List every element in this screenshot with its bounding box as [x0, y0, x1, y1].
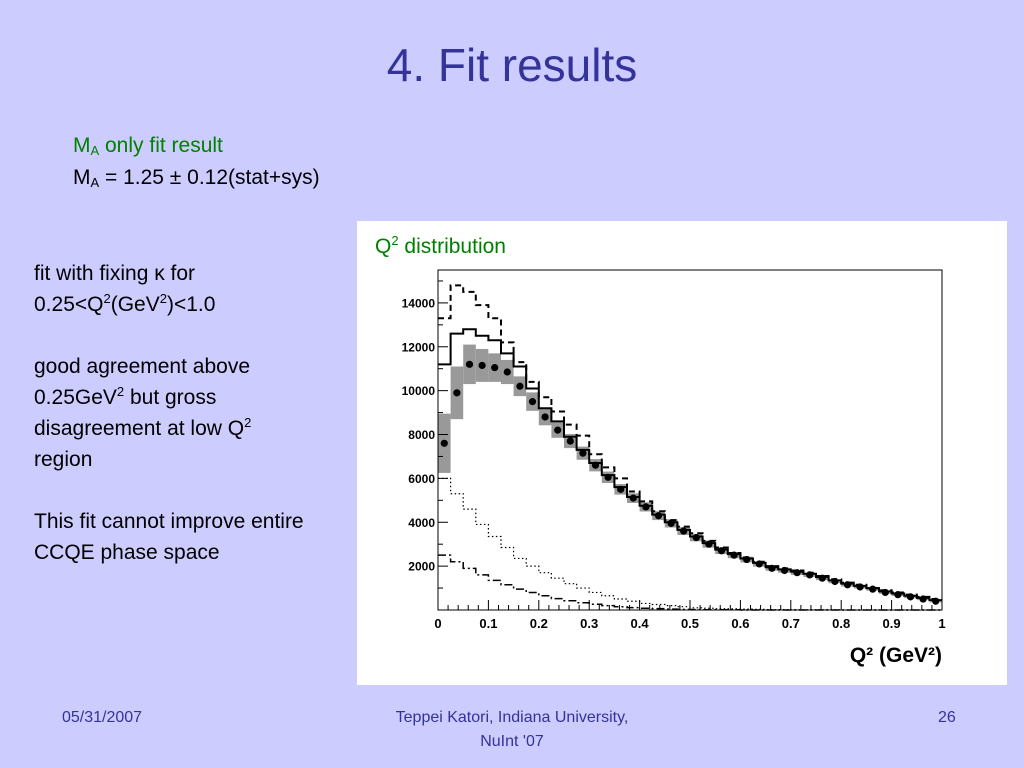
ma-symbol-2: M	[73, 166, 91, 189]
data-point-37	[906, 593, 915, 601]
data-point-18	[667, 519, 675, 527]
x-tick-label-9: 0.9	[883, 616, 901, 631]
data-point-10	[566, 437, 574, 445]
data-point-26	[768, 564, 776, 572]
note-fixing-kappa: fit with fixing κ for 0.25<Q2(GeV2)<1.0	[34, 258, 334, 320]
data-point-34	[869, 585, 877, 593]
data-point-20	[692, 534, 700, 542]
data-point-13	[604, 473, 612, 481]
note-2-line-3: disagreement at low Q	[34, 417, 245, 440]
y-tick-label-1: 4000	[408, 516, 435, 530]
data-point-33	[856, 583, 864, 591]
x-tick-label-5: 0.5	[681, 616, 699, 631]
q2-histogram: 0 0.1 0.2 0.3 0.4 0.5 0.6 0.7 0.8 0.9 120004000600…	[402, 269, 946, 667]
data-point-31	[831, 577, 839, 586]
ma-subscript-2: A	[90, 175, 100, 190]
fit-heading-text: only fit result	[99, 134, 223, 157]
series-dashed-line	[438, 284, 942, 601]
data-point-16	[642, 503, 650, 511]
data-point-7	[528, 398, 537, 406]
data-point-12	[591, 461, 600, 469]
data-point-14	[617, 485, 625, 493]
data-point-1	[453, 389, 461, 397]
data-point-32	[843, 581, 852, 589]
x-tick-label-3: 0.3	[580, 616, 598, 631]
data-point-3	[478, 361, 486, 370]
footer-author-line-1: Teppei Katori, Indiana University,	[395, 709, 629, 726]
data-point-19	[680, 527, 688, 535]
y-tick-label-5: 12000	[402, 340, 436, 354]
data-point-6	[516, 382, 524, 390]
data-point-8	[541, 413, 549, 421]
y-tick-label-0: 2000	[408, 560, 435, 574]
note-1-sup-2: 2	[159, 291, 167, 306]
note-2-line-2a: 0.25GeV	[34, 386, 117, 409]
note-2-sup-2: 2	[244, 415, 252, 430]
chart-caption-q: Q	[375, 235, 392, 258]
data-point-39	[932, 597, 940, 605]
data-point-24	[743, 555, 751, 564]
data-point-28	[793, 569, 801, 577]
plot-frame	[437, 269, 943, 611]
note-1-line-1: fit with fixing κ for	[34, 262, 196, 285]
data-point-17	[654, 512, 663, 520]
chart-caption-sup: 2	[391, 233, 399, 248]
chart-caption: Q2 distribution	[375, 233, 506, 259]
y-tick-label-4: 10000	[402, 384, 436, 398]
note-2-line-1: good agreement above	[34, 355, 250, 378]
slide-title: 4. Fit results	[386, 39, 638, 91]
x-axis-label: Q² (GeV²)	[850, 644, 942, 667]
note-agreement: good agreement above 0.25GeV2 but gross …	[34, 351, 334, 475]
note-2-line-4: region	[34, 448, 93, 471]
data-point-4	[491, 364, 499, 372]
x-tick-label-6: 0.6	[731, 616, 749, 631]
x-tick-label-8: 0.8	[832, 616, 850, 631]
data-point-21	[705, 540, 713, 548]
footer-date: 05/31/2007	[62, 709, 143, 726]
note-2-sup-1: 2	[116, 384, 125, 399]
x-tick-label-1: 0.1	[479, 616, 497, 631]
data-point-5	[503, 368, 511, 376]
fit-result-value: MA = 1.25 ± 0.12(stat+sys)	[73, 162, 320, 194]
data-point-35	[881, 588, 889, 597]
data-point-38	[919, 595, 927, 603]
footer-author-line-2: NuInt '07	[480, 733, 544, 750]
note-1-line-2b: (GeV	[110, 293, 160, 316]
data-point-25	[755, 560, 763, 568]
chart-caption-text: distribution	[398, 235, 506, 258]
x-tick-label-10: 1	[938, 616, 945, 631]
data-point-2	[465, 360, 474, 368]
data-point-9	[554, 426, 562, 434]
note-2-line-2b: but gross	[124, 386, 217, 409]
x-tick-label-2: 0.2	[530, 616, 548, 631]
x-tick-label-7: 0.7	[782, 616, 800, 631]
data-point-15	[629, 494, 637, 502]
note-1-sup-1: 2	[103, 291, 111, 306]
notes-text: fit with fixing κ for 0.25<Q2(GeV2)<1.0 …	[34, 258, 334, 599]
data-point-30	[818, 574, 826, 582]
note-1-line-2c: )<1.0	[166, 293, 216, 316]
data-point-36	[894, 591, 902, 599]
data-point-23	[730, 551, 738, 559]
ma-symbol: M	[73, 134, 91, 157]
fit-result-box: MA only fit result MA = 1.25 ± 0.12(stat…	[73, 130, 320, 194]
data-point-0	[440, 439, 448, 447]
x-tick-label-4: 0.4	[631, 616, 650, 631]
data-point-11	[579, 449, 587, 457]
footer-author: Teppei Katori, Indiana University, NuInt…	[362, 706, 662, 754]
note-ccqe: This fit cannot improve entire CCQE phas…	[34, 510, 304, 564]
fit-result-heading: MA only fit result	[73, 130, 320, 162]
footer-page-number: 26	[938, 709, 956, 726]
ma-value-text: = 1.25 ± 0.12(stat+sys)	[99, 166, 320, 189]
data-point-29	[806, 571, 814, 579]
y-tick-label-2: 6000	[408, 472, 435, 486]
y-tick-label-3: 8000	[408, 428, 435, 442]
note-1-line-2a: 0.25<Q	[34, 293, 104, 316]
data-point-22	[717, 547, 726, 555]
x-tick-label-0: 0	[434, 616, 441, 631]
data-point-27	[780, 566, 789, 575]
ma-subscript: A	[90, 143, 100, 158]
chart-panel: Q2 distribution 0 0.1 0.2 0.3 0.4 0.5 0.6 0.7 0.…	[357, 221, 1007, 685]
y-tick-label-6: 14000	[402, 296, 436, 310]
